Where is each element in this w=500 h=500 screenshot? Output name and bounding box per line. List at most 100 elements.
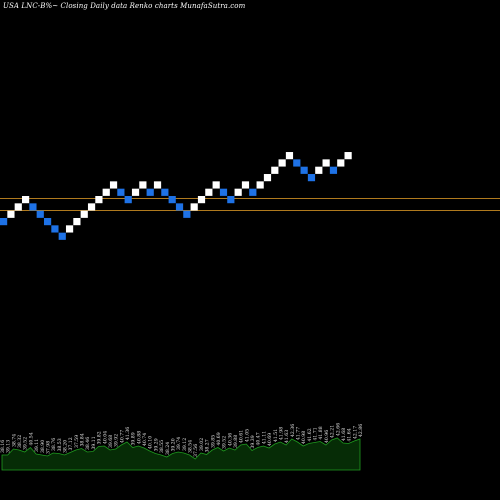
renko-brick-up [95, 196, 103, 204]
renko-brick-up [344, 152, 352, 160]
renko-brick-up [7, 210, 15, 218]
volume-label: 41.71 [313, 427, 319, 440]
volume-label: 40.36 [227, 433, 233, 446]
volume-label: 39.88 [233, 435, 239, 448]
renko-brick-down [227, 196, 235, 204]
volume-label: 37.59 [74, 435, 80, 448]
renko-brick-up [205, 188, 213, 196]
renko-brick-up [285, 152, 294, 160]
volume-label: 39.85 [210, 435, 216, 448]
volume-label: 38.20 [63, 440, 69, 453]
renko-brick-down [307, 174, 316, 182]
volume-label: 39.20 [171, 438, 177, 451]
volume-panel [1, 437, 361, 471]
volume-label: 40.88 [136, 431, 142, 444]
volume-label: 41.36 [125, 427, 131, 440]
volume-label: 38.32 [17, 435, 23, 448]
renko-brick-up [109, 181, 118, 189]
renko-brick-down [249, 188, 257, 196]
volume-label: 42.66 [335, 423, 341, 436]
renko-brick-up [241, 181, 250, 189]
renko-brick-down [175, 203, 184, 211]
volume-label: 38.55 [159, 440, 165, 453]
volume-label: 41.98 [278, 427, 284, 440]
volume-label: 39.74 [176, 437, 182, 450]
volume-label: 40.10 [148, 436, 154, 449]
renko-brick-up [278, 159, 286, 167]
volume-label: 37.12 [68, 437, 74, 450]
renko-brick-up [14, 203, 22, 211]
volume-label: 39.39 [250, 435, 256, 448]
volume-label: 40.77 [119, 430, 125, 443]
volume-label: 39.68 [108, 435, 114, 448]
renko-brick-down [183, 210, 191, 218]
volume-label: 40.96 [324, 430, 330, 443]
volume-label: 38.54 [188, 440, 194, 453]
volume-label: 40.98 [301, 431, 307, 444]
volume-label: 38.24 [165, 442, 171, 455]
renko-brick-down [29, 203, 37, 211]
renko-brick-down [168, 196, 176, 204]
volume-label: 40.61 [239, 430, 245, 443]
renko-brick-up [80, 210, 88, 218]
renko-brick-up [197, 196, 206, 204]
volume-label: 39.12 [182, 438, 188, 451]
volume-label: 41.64 [347, 428, 353, 441]
renko-brick-up [21, 196, 30, 204]
volume-label: 39.11 [34, 439, 40, 452]
renko-brick-down [161, 188, 169, 196]
chart-title: USA LNC-B%~ Closing Daily data Renko cha… [3, 2, 246, 10]
volume-label: 42.21 [330, 425, 336, 438]
volume-label: 40.54 [28, 432, 34, 445]
renko-brick-down [117, 188, 125, 196]
volume-label: 38.84 [80, 433, 86, 446]
renko-brick-up [263, 174, 272, 182]
volume-label: 38.46 [85, 437, 91, 450]
renko-brick-down [219, 188, 228, 196]
renko-bricks [0, 152, 352, 240]
volume-label: 38.74 [11, 434, 17, 447]
renko-brick-up [337, 159, 345, 167]
renko-brick-up [212, 181, 220, 189]
volume-label: 39.52 [23, 437, 29, 450]
volume-label: 39.92 [114, 434, 120, 447]
volume-label: 41.88 [318, 426, 324, 439]
volume-label: 41.11 [261, 431, 267, 444]
volume-label: 37.56 [193, 444, 199, 457]
volume-label: 41.77 [296, 427, 302, 440]
renko-brick-down [146, 188, 154, 196]
renko-brick-up [73, 218, 81, 226]
volume-label: 41.51 [273, 429, 279, 442]
volume-label: 38.16 [0, 440, 6, 453]
renko-brick-down [43, 218, 52, 226]
renko-brick-up [234, 188, 242, 196]
renko-brick-down [124, 196, 132, 204]
volume-label: 39.52 [222, 436, 228, 449]
renko-brick-down [0, 218, 8, 226]
renko-brick-up [102, 188, 110, 196]
renko-brick-down [58, 232, 66, 240]
volume-label: 40.47 [256, 432, 262, 445]
volume-area [1, 437, 361, 471]
renko-brick-up [190, 203, 198, 211]
volume-label: 39.82 [97, 431, 103, 444]
volume-label: 39.13 [6, 440, 12, 453]
renko-brick-up [322, 159, 330, 167]
volume-label: 37.98 [46, 441, 52, 454]
renko-brick-up [271, 166, 279, 174]
renko-brick-up [65, 225, 74, 233]
volume-label: 42.86 [358, 424, 364, 437]
renko-brick-down [51, 225, 59, 233]
renko-brick-down [36, 210, 44, 218]
volume-label: 41.05 [244, 429, 250, 442]
volume-label: 38.76 [51, 438, 57, 451]
volume-label: 39.89 [131, 432, 137, 445]
volume-label: 39.02 [199, 438, 205, 451]
volume-label: 38.53 [57, 438, 63, 451]
volume-label: 40.69 [267, 433, 273, 446]
volume-label: 38.90 [40, 440, 46, 453]
renko-brick-down [329, 166, 338, 174]
renko-brick-up [139, 181, 147, 189]
volume-labels: 38.16 39.13 38.74 38.32 39.52 40.54 39.11 38.90… [0, 423, 364, 457]
renko-brick-up [131, 188, 140, 196]
